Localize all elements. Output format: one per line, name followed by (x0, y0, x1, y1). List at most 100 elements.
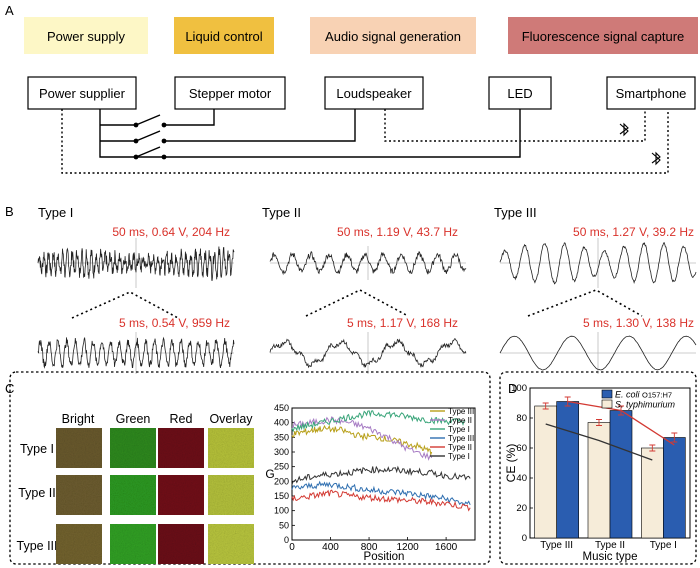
oscilloscope-trace (269, 332, 467, 374)
bars (534, 396, 686, 539)
micrograph-tile (110, 524, 156, 564)
y-tick-label: 150 (274, 491, 289, 501)
category-label: Power supply (47, 29, 126, 44)
x-tick-label: 400 (322, 542, 339, 553)
error-bar (596, 419, 602, 426)
error-bar (564, 396, 571, 407)
bluetooth-icon (651, 151, 661, 166)
legend-swatch-ecoli (601, 389, 613, 399)
micrograph-tile (56, 524, 102, 564)
switch-2 (135, 130, 161, 142)
y-tick-label: 100 (274, 506, 289, 516)
x-tick-label: Type II (595, 540, 625, 551)
bar (663, 437, 686, 539)
y-tick-label: 60 (516, 443, 527, 454)
micrograph-tile (110, 428, 156, 468)
category-liquid-control: Liquid control (174, 17, 274, 54)
legend-label-ecoli: E. coli O157:H7 (615, 390, 672, 400)
type-title: Type I (38, 205, 73, 220)
switch-1 (135, 114, 161, 126)
y-axis-label: G (265, 467, 274, 481)
series-line (291, 489, 471, 512)
wireless-links (61, 109, 669, 174)
waveform-label: 50 ms, 1.27 V, 39.2 Hz (573, 225, 694, 239)
micrograph-tile (208, 524, 254, 564)
component-label: LED (507, 86, 532, 101)
led-wire (99, 109, 521, 158)
x-axis-label: Music type (583, 551, 638, 563)
column-header: Green (116, 412, 151, 426)
speaker-wire (164, 109, 356, 142)
waveform-label: 5 ms, 0.54 V, 959 Hz (119, 316, 230, 330)
legend-label: Type I (448, 425, 470, 434)
category-bg (174, 17, 274, 54)
bar (609, 410, 633, 539)
panel-label-a: A (5, 3, 14, 18)
x-axis-label: Position (364, 551, 405, 563)
micrograph-tile (56, 475, 102, 515)
waveform-label: 5 ms, 1.30 V, 138 Hz (583, 316, 694, 330)
power-to-phone-dotted (61, 109, 669, 174)
series-line (291, 416, 433, 461)
x-tick-label: 1600 (435, 542, 458, 553)
panel-d-frame (499, 371, 697, 565)
micrograph-tile (158, 524, 204, 564)
panel-label-d: D (508, 381, 517, 396)
category-bg (508, 17, 698, 54)
micrograph-tile (158, 475, 204, 515)
y-tick-label: 400 (274, 418, 289, 428)
oscilloscope-trace (269, 246, 467, 280)
legend-label: Type III (448, 407, 474, 416)
column-header: Overlay (209, 412, 253, 426)
y-tick-label: 20 (516, 503, 527, 514)
series-line (291, 410, 466, 433)
category-fluorescence: Fluorescence signal capture (508, 17, 698, 54)
waveform-label: 50 ms, 0.64 V, 204 Hz (112, 225, 230, 239)
x-ticks: Type III Type II Type I (540, 540, 677, 551)
plot-frame (291, 407, 476, 541)
fluorescence-line-chart: G Position 0 50 100 150 200 250 300 350 400 450 0… (265, 403, 476, 563)
legend: E. coli O157:H7 S. typhimurium (601, 389, 676, 410)
type-title: Type III (494, 205, 537, 220)
waveform-label: 5 ms, 1.17 V, 168 Hz (347, 316, 458, 330)
y-tick-label: 40 (516, 473, 527, 484)
category-label: Audio signal generation (325, 29, 461, 44)
x-tick-label: 800 (361, 542, 378, 553)
legend-label: Type I (448, 452, 470, 461)
legend-label: Type II (448, 416, 472, 425)
error-bar (542, 402, 549, 410)
switch-contacts (133, 122, 167, 160)
micrograph-tile (56, 428, 102, 468)
trend-lines (545, 400, 675, 461)
series-line (291, 480, 471, 507)
y-tick-label: 0 (522, 533, 527, 544)
zoom-indicators (71, 289, 643, 319)
category-audio-signal: Audio signal generation (310, 17, 476, 54)
waveform-label: 50 ms, 1.19 V, 43.7 Hz (337, 225, 458, 239)
legend-label: Type III (448, 434, 474, 443)
bar (556, 401, 579, 539)
row-label: Type II (18, 486, 56, 500)
y-tick-label: 200 (274, 476, 289, 486)
legend-swatch-salmonella (601, 399, 613, 409)
error-bar (649, 444, 656, 452)
trend-line (545, 423, 653, 461)
y-tick-label: 250 (274, 462, 289, 472)
oscilloscope-trace (37, 332, 235, 374)
category-bg (24, 17, 148, 54)
power-supplier-box: Power supplier (27, 76, 137, 110)
wiring (99, 109, 521, 158)
y-tick-label: 0 (284, 535, 289, 545)
row-label: Type III (17, 539, 58, 553)
component-label: Smartphone (616, 86, 687, 101)
micrograph-tile (208, 428, 254, 468)
x-tick-label: Type I (650, 540, 677, 551)
series-lines (291, 410, 471, 512)
row-label: Type I (20, 442, 54, 456)
x-tick-label: 1200 (396, 542, 419, 553)
micrograph-tile (110, 475, 156, 515)
series-line (291, 465, 471, 485)
